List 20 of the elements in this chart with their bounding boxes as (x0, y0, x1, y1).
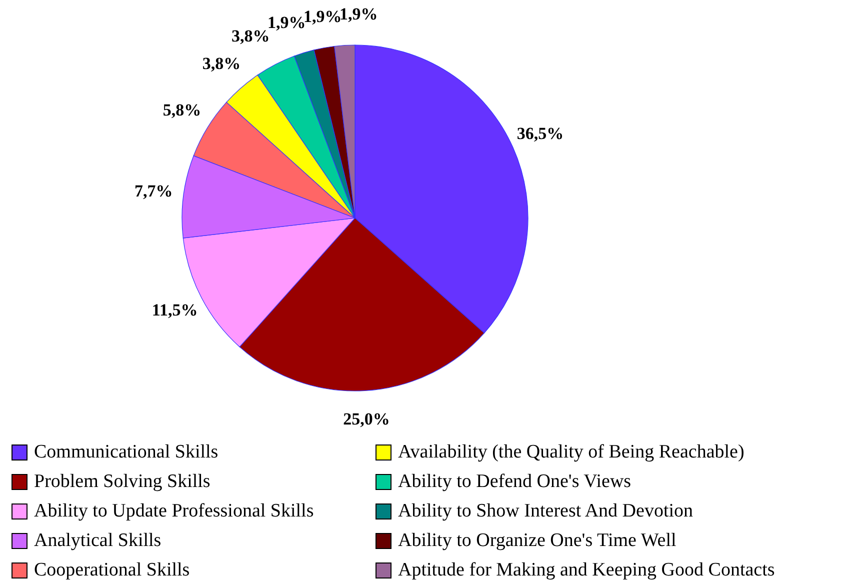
legend-label: Availability (the Quality of Being Reachable) (398, 441, 744, 462)
data-label: 11,5% (152, 300, 198, 320)
data-label: 7,7% (134, 181, 173, 200)
data-label: 3,8% (231, 26, 270, 46)
data-label: 1,9% (303, 7, 342, 26)
data-label: 3,8% (202, 54, 241, 73)
legend-label: Ability to Defend One's Views (398, 470, 632, 492)
legend-label: Communicational Skills (34, 441, 218, 462)
data-label: 1,9% (267, 12, 306, 32)
legend-label: Cooperational Skills (34, 559, 190, 580)
legend-label: Ability to Show Interest And Devotion (398, 500, 694, 522)
data-label: 5,8% (162, 100, 202, 120)
legend-label: Analytical Skills (34, 530, 162, 551)
data-label: 1,9% (339, 4, 378, 24)
legend-label: Ability to Organize One's Time Well (398, 530, 676, 551)
data-label: 36,5% (516, 124, 564, 143)
legend-label: Problem Solving Skills (34, 470, 210, 492)
legend-label: Ability to Update Professional Skills (34, 500, 314, 522)
legend-label: Aptitude for Making and Keeping Good Contacts (398, 559, 775, 580)
data-label: 25,0% (343, 410, 390, 429)
